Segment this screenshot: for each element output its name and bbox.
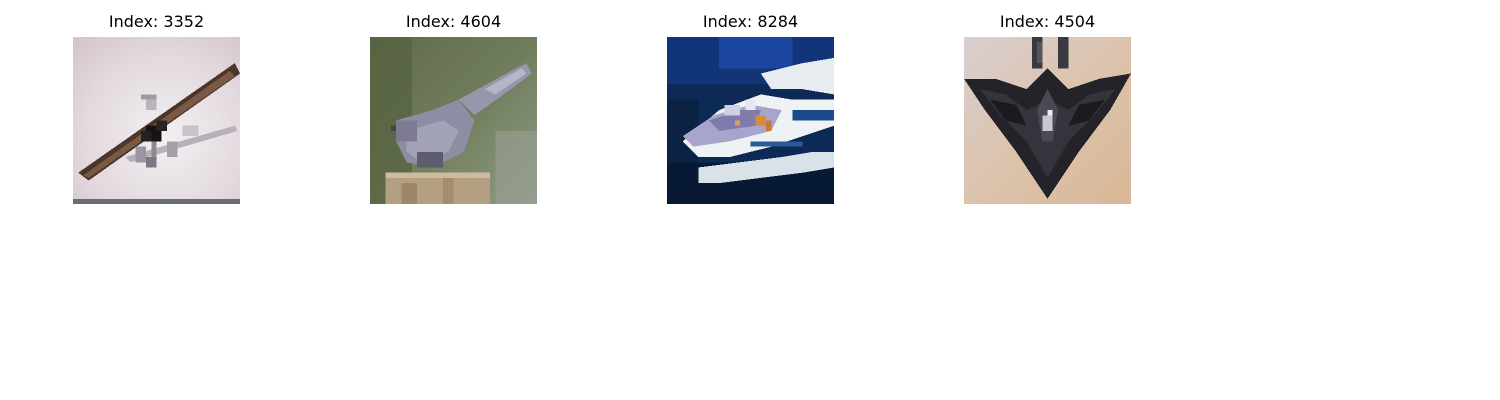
bird-image [370, 37, 537, 204]
panel-title-2: Index: 4604 [405, 12, 502, 31]
panel-title-3: Index: 8284 [702, 12, 799, 31]
biplane-image [73, 37, 240, 204]
panel-title-4: Index: 4504 [999, 12, 1096, 31]
panel-title-1: Index: 3352 [108, 12, 205, 31]
boat-image [667, 37, 834, 204]
image-panel-1: Index: 3352 [73, 11, 240, 204]
image-panel-2: Index: 4604 [370, 11, 537, 204]
image-panel-4: Index: 4504 [964, 11, 1131, 204]
stealth-aircraft-image [964, 37, 1131, 204]
image-panel-3: Index: 8284 [667, 11, 834, 204]
